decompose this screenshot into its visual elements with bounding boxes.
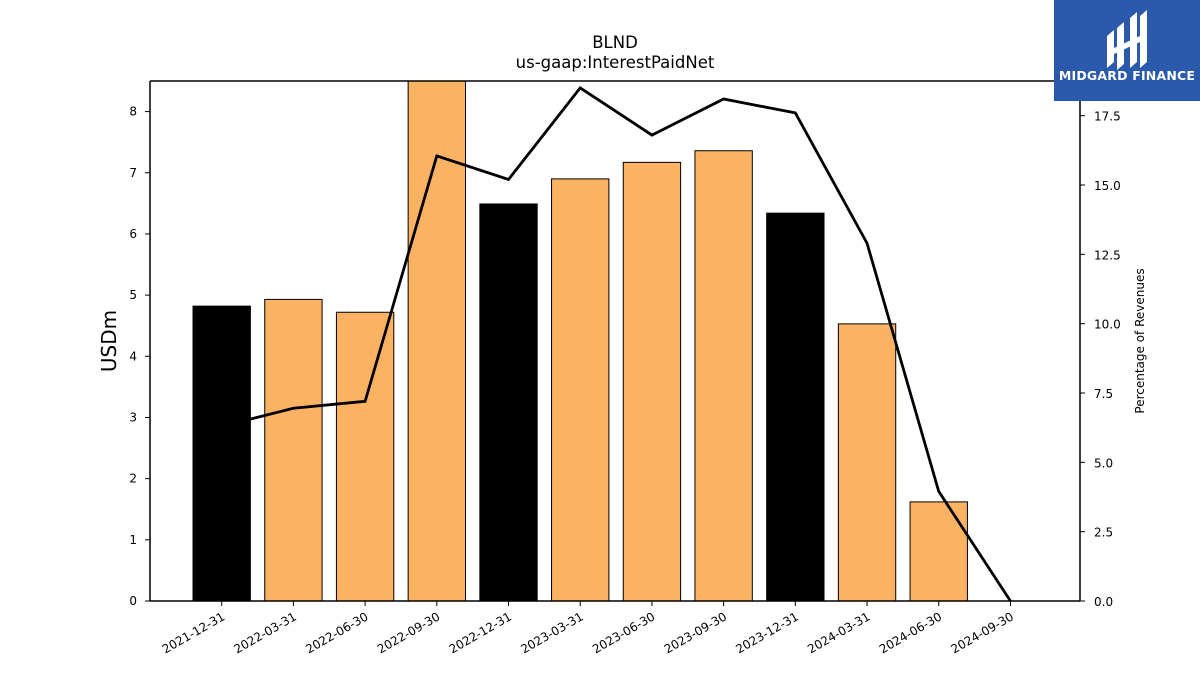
bar-2023-03-31 [551,178,610,602]
x-tick-label-2022-09-30: 2022-09-30 [375,609,442,656]
percentage-of-revenues-line [221,86,1012,602]
logo-text: MIDGARD FINANCE [1058,68,1196,83]
x-tick-label-2023-12-31: 2023-12-31 [733,609,800,656]
bars-group [192,80,968,602]
y-tick-label: 7 [129,166,137,180]
bar-2023-06-30 [622,161,682,602]
x-tick-label-2024-03-31: 2024-03-31 [805,609,872,656]
midgard-finance-logo: MIDGARD FINANCE [1054,0,1200,101]
x-tick-label-2022-12-31: 2022-12-31 [447,609,514,656]
y2-tick-label: 10.0 [1094,318,1121,332]
x-tick-label-2022-03-31: 2022-03-31 [232,609,299,656]
bar-2022-06-30 [335,311,395,602]
logo-icon [1107,10,1147,70]
x-tick-label-2024-09-30: 2024-09-30 [949,609,1016,656]
y-tick-label: 0 [129,594,137,608]
line-group [221,86,1012,602]
chart-subtitle: us-gaap:InterestPaidNet [516,53,715,72]
bar-2023-12-31 [766,212,825,602]
x-tick-label-2022-06-30: 2022-06-30 [303,609,370,656]
y-tick-label: 4 [129,349,137,363]
chart-title: BLND [592,33,638,52]
bar-2021-12-31 [192,305,251,602]
bar-2022-03-31 [264,298,323,602]
y-tick-label: 1 [129,533,137,547]
y2-tick-label: 0.0 [1094,595,1113,609]
bar-2023-09-30 [694,150,753,602]
bar-2024-03-31 [837,323,897,602]
x-tick-label-2023-09-30: 2023-09-30 [662,609,729,656]
bar-2024-06-30 [909,501,968,602]
y-tick-label: 8 [129,105,137,119]
y2-tick-label: 12.5 [1094,248,1121,262]
y-tick-label: 3 [129,410,137,424]
x-tick-label-2024-06-30: 2024-06-30 [877,609,944,656]
y2-tick-label: 7.5 [1094,387,1113,401]
x-tick-label-2023-03-31: 2023-03-31 [518,609,585,656]
y-tick-label: 5 [129,288,137,302]
y2-tick-label: 2.5 [1094,526,1113,540]
y-axis-label: USDm [97,310,121,372]
x-tick-label-2021-12-31: 2021-12-31 [160,609,227,656]
y2-axis-label: Percentage of Revenues [1133,268,1147,413]
bar-2022-12-31 [479,203,538,602]
bar-2022-09-30 [407,80,466,602]
y-tick-label: 6 [129,227,137,241]
y2-tick-label: 17.5 [1094,110,1121,124]
y2-tick-label: 15.0 [1094,179,1121,193]
x-tick-label-2023-06-30: 2023-06-30 [590,609,657,656]
y-tick-label: 2 [129,472,137,486]
y2-tick-label: 5.0 [1094,456,1113,470]
